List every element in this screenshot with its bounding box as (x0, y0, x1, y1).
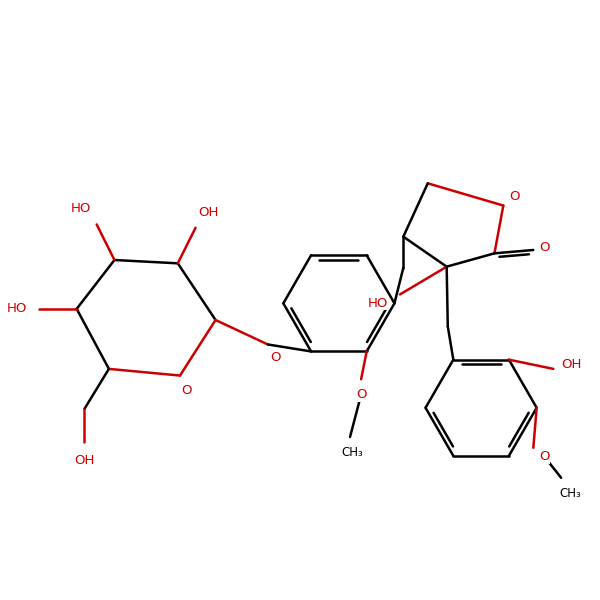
Text: HO: HO (7, 302, 27, 316)
Text: CH₃: CH₃ (559, 487, 581, 500)
Text: O: O (509, 190, 520, 203)
Text: HO: HO (368, 297, 388, 310)
Text: O: O (356, 388, 367, 401)
Text: O: O (181, 383, 192, 397)
Text: O: O (539, 241, 550, 254)
Text: O: O (539, 450, 550, 463)
Text: OH: OH (74, 454, 95, 467)
Text: HO: HO (71, 202, 91, 215)
Text: OH: OH (199, 206, 219, 219)
Text: O: O (271, 351, 281, 364)
Text: CH₃: CH₃ (341, 446, 363, 459)
Text: OH: OH (561, 358, 581, 371)
